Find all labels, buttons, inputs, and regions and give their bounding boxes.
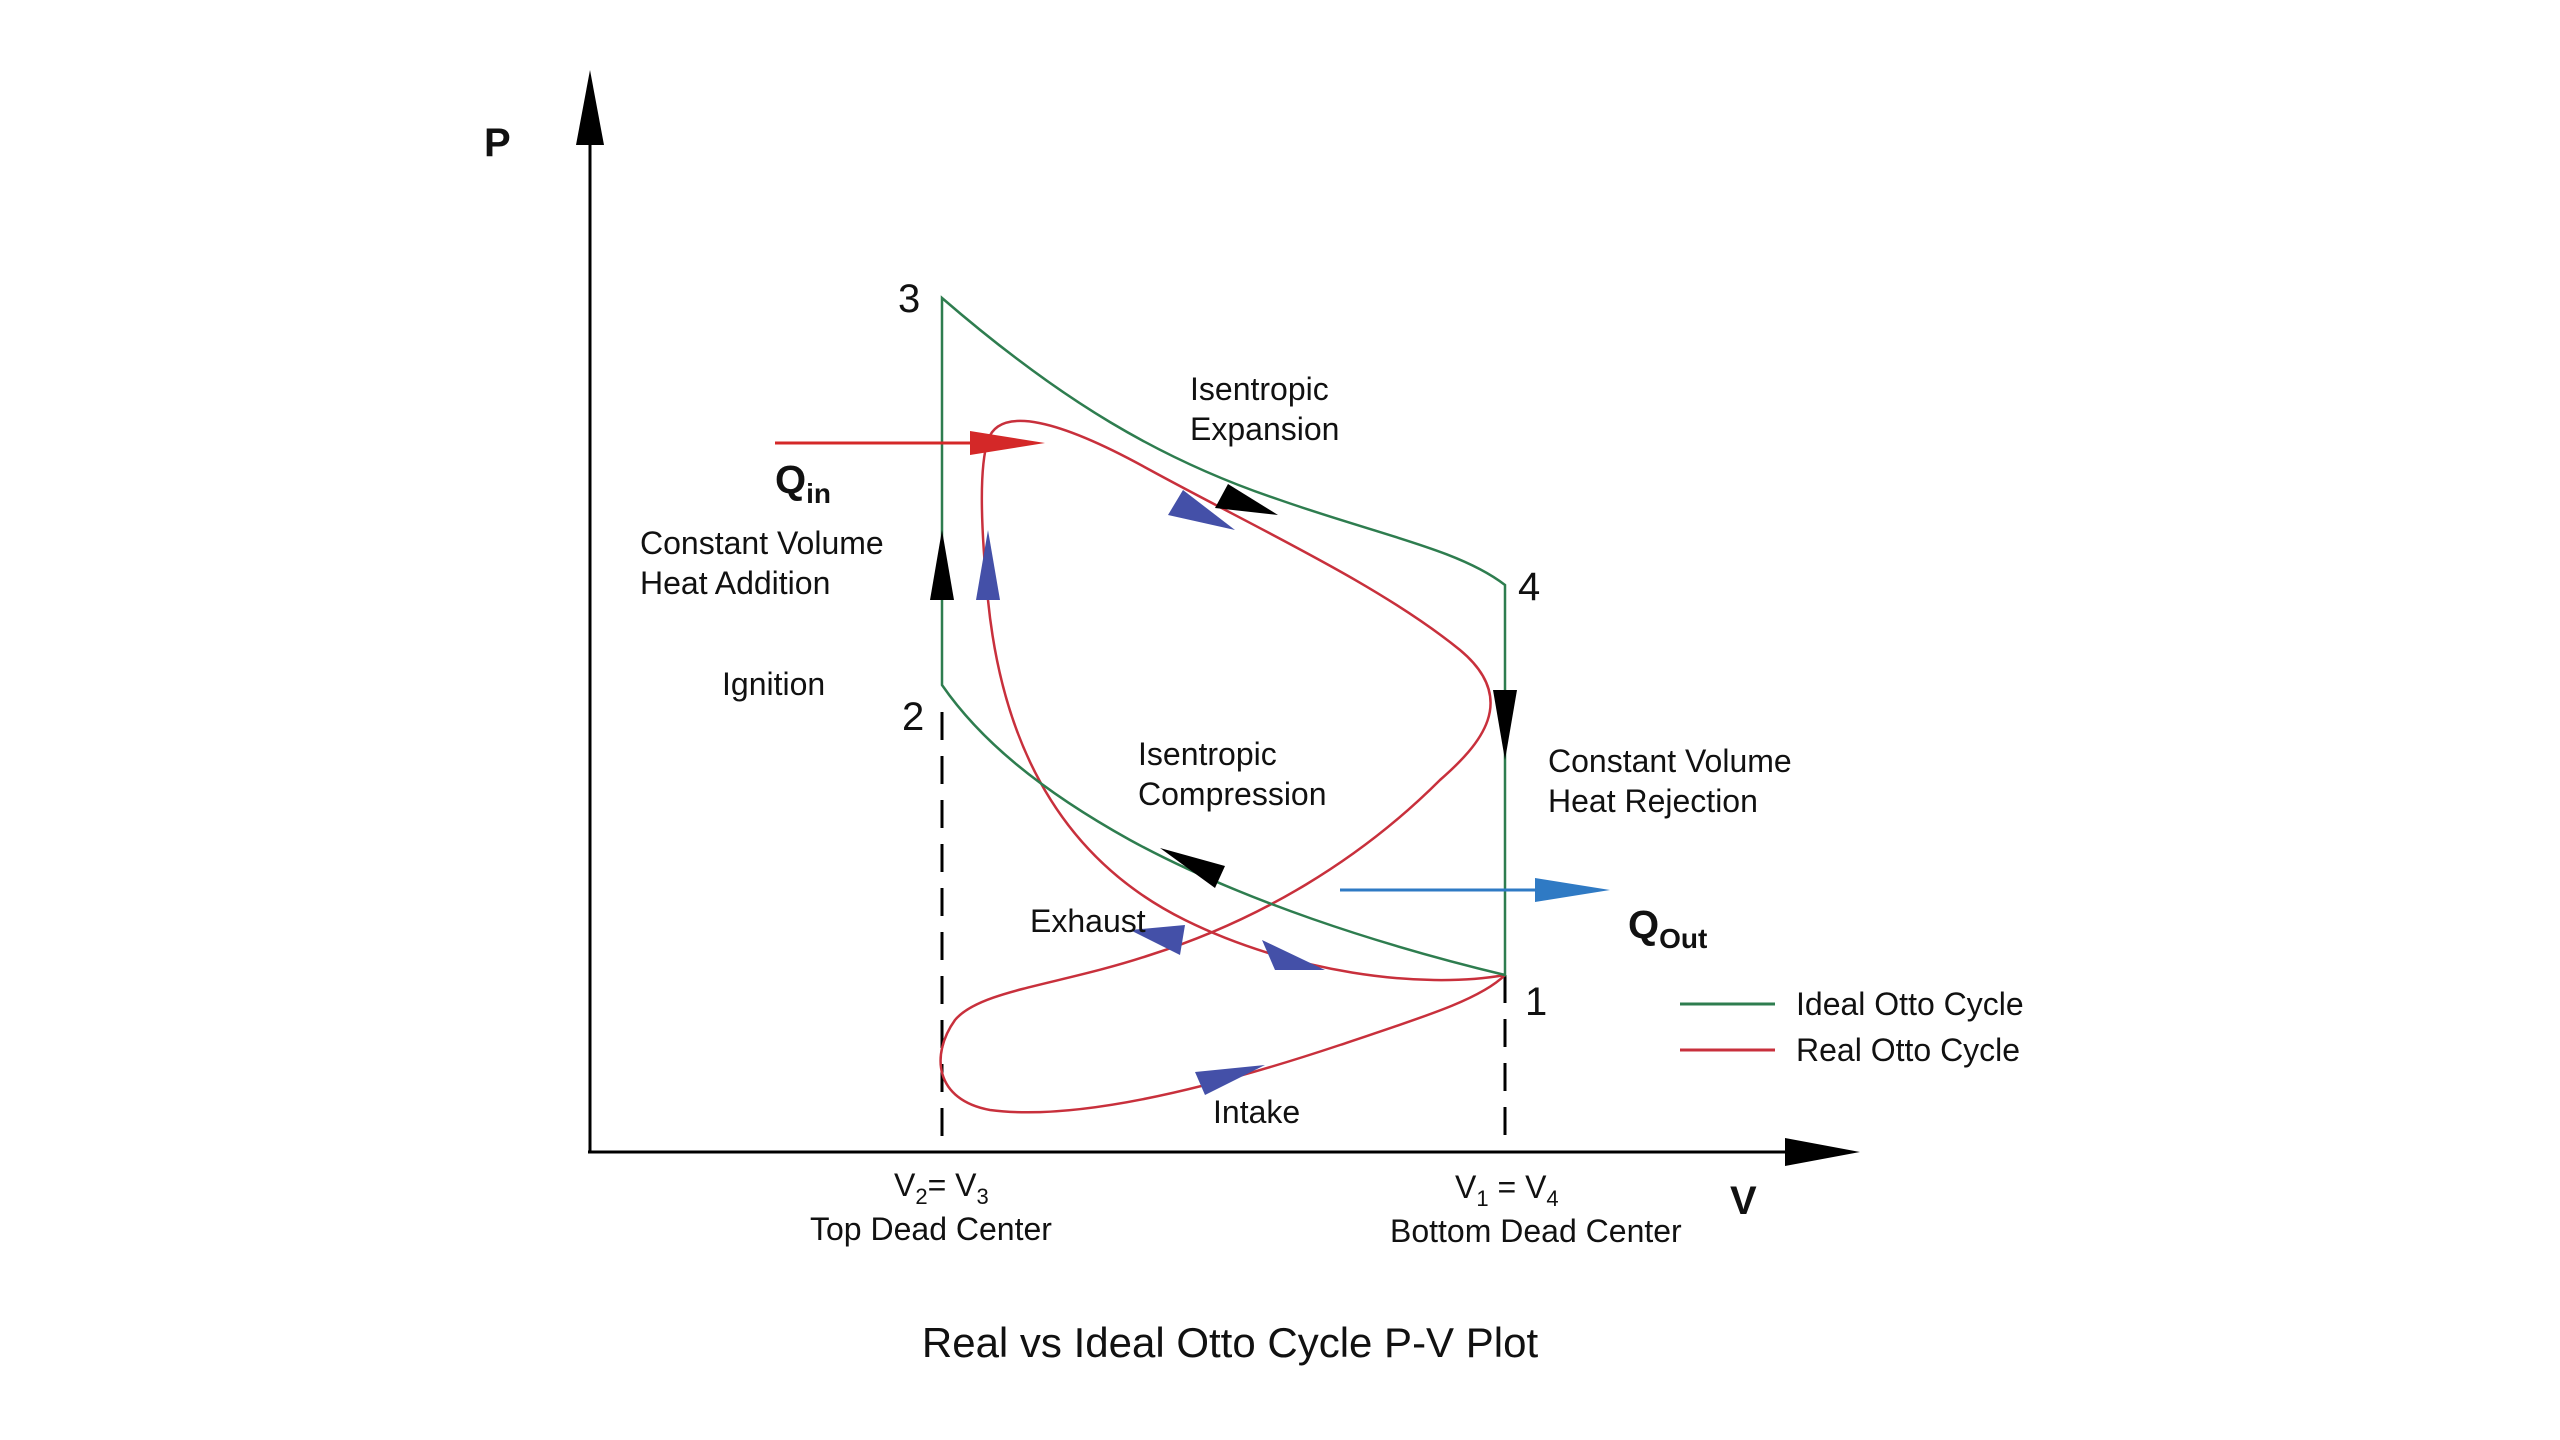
x-axis-label: V [1730,1179,1757,1223]
ignition-label: Ignition [722,666,825,702]
q-in-label: Qin [775,458,831,509]
isentropic-expansion-label: Isentropic Expansion [1190,371,1339,447]
ideal-arrow-expansion [1215,484,1278,515]
exhaust-label: Exhaust [1030,903,1146,939]
legend-ideal-label: Ideal Otto Cycle [1796,986,2024,1022]
ideal-arrow-heat-rejection [1493,690,1517,760]
constant-volume-heat-rejection-label: Constant Volume Heat Rejection [1548,743,1801,819]
real-arrow-intake [1195,1065,1265,1095]
real-arrow-compression [1262,940,1325,970]
ideal-otto-cycle-line [940,295,1507,977]
state-point-2: 2 [902,695,924,739]
volume-markers [940,712,1507,1152]
state-point-1: 1 [1525,980,1547,1024]
real-arrow-exhaust [1130,925,1185,955]
bdc-volume-label: V1 = V4 [1455,1169,1559,1211]
legend-real-label: Real Otto Cycle [1796,1032,2020,1068]
heat-out-arrow [1340,878,1610,902]
ideal-arrow-heat-addition [930,530,954,600]
isentropic-compression-label: Isentropic Compression [1138,736,1327,812]
diagram-title: Real vs Ideal Otto Cycle P-V Plot [922,1319,1539,1366]
tdc-name-label: Top Dead Center [810,1211,1052,1247]
heat-in-arrow [775,431,1045,455]
state-point-3: 3 [898,277,920,321]
x-axis-arrowhead [1785,1138,1860,1166]
axes: P V [484,70,1860,1223]
real-arrow-expansion [1168,490,1235,530]
tdc-volume-label: V2= V3 [894,1167,989,1209]
real-arrow-combustion [976,530,1000,600]
state-point-4: 4 [1518,565,1540,609]
constant-volume-heat-addition-label: Constant Volume Heat Addition [640,525,893,601]
legend: Ideal Otto Cycle Real Otto Cycle [1680,986,2024,1068]
real-direction-arrows [976,490,1325,1095]
ideal-direction-arrows [930,484,1517,888]
q-out-label: QOut [1628,903,1707,954]
y-axis-label: P [484,121,511,165]
intake-label: Intake [1213,1094,1300,1130]
bdc-name-label: Bottom Dead Center [1390,1213,1682,1249]
ideal-arrow-compression [1160,848,1225,888]
y-axis-arrowhead [576,70,604,145]
